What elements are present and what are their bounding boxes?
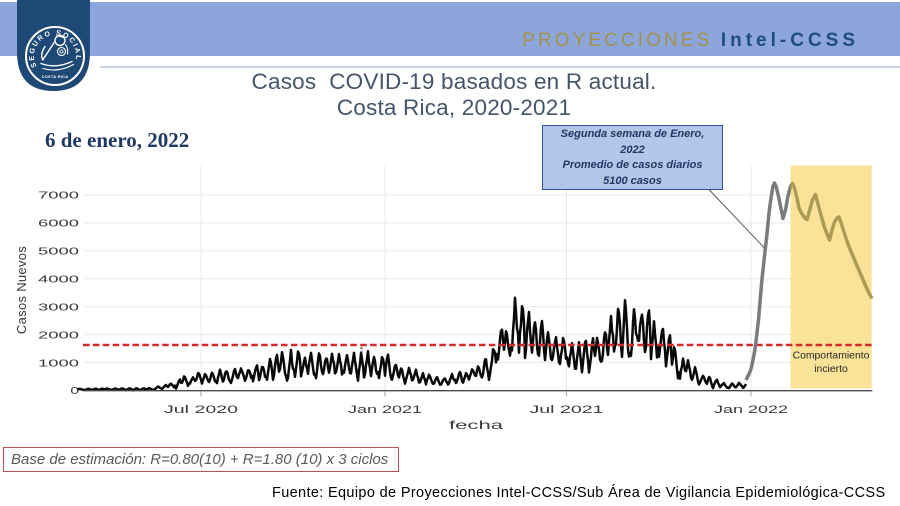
svg-text:7000: 7000 — [38, 190, 79, 202]
svg-text:fecha: fecha — [449, 418, 504, 432]
svg-text:Casos Nuevos: Casos Nuevos — [14, 246, 29, 334]
svg-text:Comportamiento: Comportamiento — [793, 351, 870, 362]
svg-text:6000: 6000 — [38, 218, 79, 230]
svg-text:Jan 2021: Jan 2021 — [348, 404, 422, 416]
svg-text:1000: 1000 — [38, 357, 79, 369]
svg-text:Jan 2022: Jan 2022 — [714, 404, 788, 416]
svg-text:3000: 3000 — [38, 301, 79, 313]
svg-text:COSTA RICA: COSTA RICA — [42, 74, 69, 79]
svg-text:5000: 5000 — [38, 246, 79, 258]
svg-text:0: 0 — [70, 385, 79, 397]
svg-text:4000: 4000 — [38, 274, 79, 286]
svg-text:incierto: incierto — [814, 364, 848, 375]
svg-text:Jul 2021: Jul 2021 — [530, 404, 604, 416]
svg-text:2000: 2000 — [38, 329, 79, 341]
svg-text:Jul 2020: Jul 2020 — [164, 404, 238, 416]
